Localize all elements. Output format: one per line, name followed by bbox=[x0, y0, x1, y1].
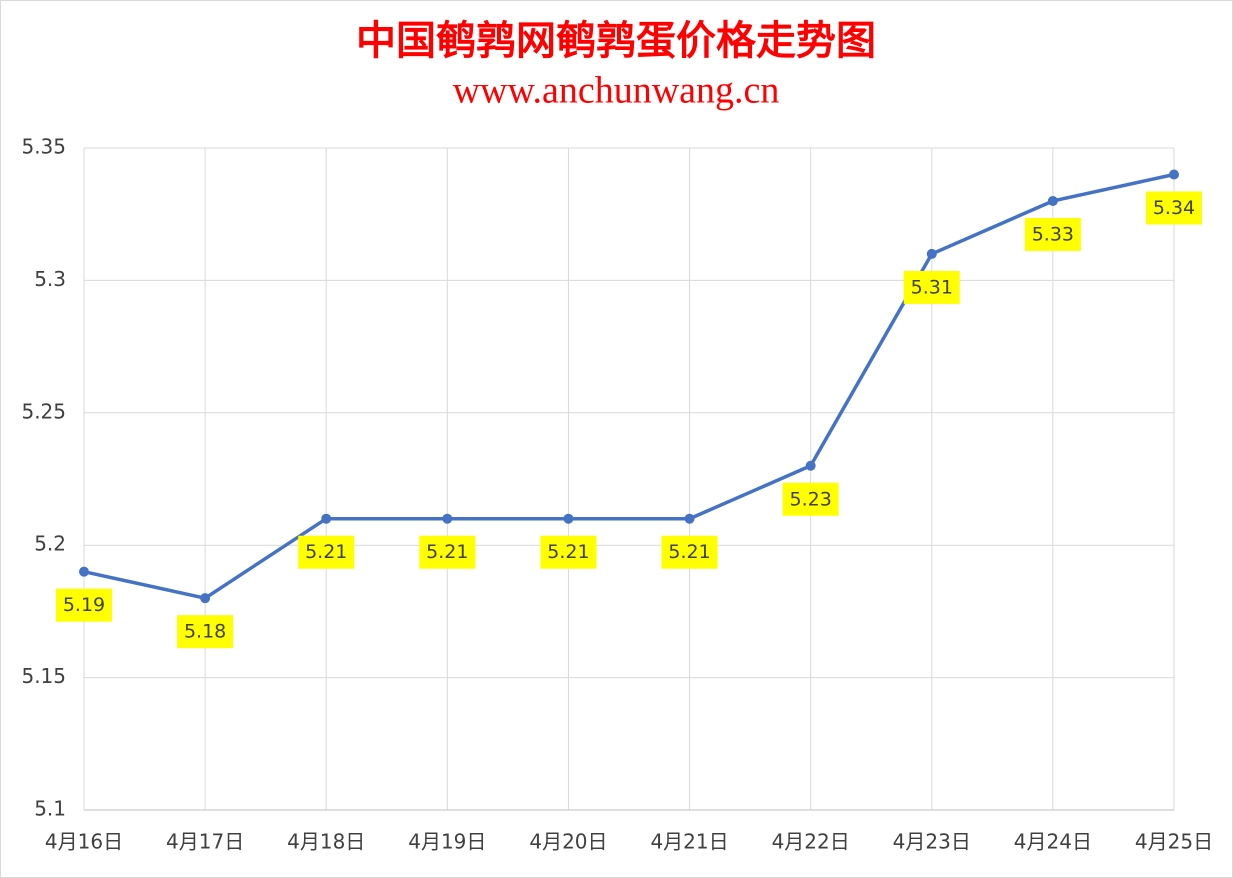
data-label: 5.21 bbox=[426, 541, 468, 563]
point bbox=[79, 566, 89, 577]
x-tick-label: 4月17日 bbox=[166, 830, 244, 854]
x-tick-label: 4月23日 bbox=[893, 830, 971, 854]
chart-title: 中国鹌鹑网鹌鹑蛋价格走势图 bbox=[356, 18, 876, 63]
point bbox=[805, 460, 816, 471]
line bbox=[83, 172, 1175, 600]
y-tick-label: 5.1 bbox=[34, 797, 66, 821]
chart-subtitle: www.anchunwang.cn bbox=[453, 70, 780, 112]
y-tick-label: 5.25 bbox=[21, 399, 66, 423]
data-label: 5.18 bbox=[184, 621, 226, 643]
data-label-box bbox=[419, 535, 476, 569]
data-label: 5.21 bbox=[305, 541, 347, 563]
data-label: 5.33 bbox=[1032, 223, 1074, 245]
y-tick-label: 5.35 bbox=[21, 135, 66, 159]
point bbox=[321, 513, 332, 524]
point bbox=[442, 513, 453, 524]
data-label-box bbox=[177, 615, 234, 649]
data-label-box bbox=[782, 482, 839, 516]
x-tick-label: 4月19日 bbox=[408, 830, 486, 854]
x-tick-label: 4月16日 bbox=[45, 830, 123, 854]
point bbox=[1169, 169, 1179, 180]
x-tick-label: 4月22日 bbox=[772, 830, 850, 854]
data-label: 5.21 bbox=[668, 541, 710, 563]
y-tick-label: 5.15 bbox=[21, 664, 66, 688]
y-tick-label: 5.2 bbox=[34, 532, 66, 556]
point bbox=[926, 248, 937, 259]
data-label: 5.23 bbox=[790, 488, 832, 510]
data-label: 5.34 bbox=[1153, 197, 1195, 219]
point bbox=[200, 593, 211, 604]
data-label-box bbox=[661, 535, 718, 569]
data-label-box bbox=[298, 535, 355, 569]
x-tick-label: 4月21日 bbox=[650, 830, 728, 854]
data-label-box bbox=[903, 270, 960, 304]
data-label: 5.21 bbox=[547, 541, 589, 563]
x-tick-label: 4月18日 bbox=[287, 830, 365, 854]
point bbox=[684, 513, 695, 524]
data-label: 5.31 bbox=[911, 276, 953, 298]
point bbox=[563, 513, 574, 524]
x-tick-label: 4月24日 bbox=[1014, 830, 1092, 854]
data-label: 5.19 bbox=[63, 594, 105, 616]
y-tick-label: 5.3 bbox=[34, 267, 66, 291]
data-label-box bbox=[56, 588, 112, 622]
data-label-box bbox=[1024, 217, 1081, 251]
data-label-box bbox=[540, 535, 597, 569]
x-tick-label: 4月20日 bbox=[529, 830, 607, 854]
data-label-box bbox=[1146, 191, 1202, 225]
x-tick-label: 4月25日 bbox=[1135, 830, 1213, 854]
point bbox=[1047, 195, 1058, 206]
